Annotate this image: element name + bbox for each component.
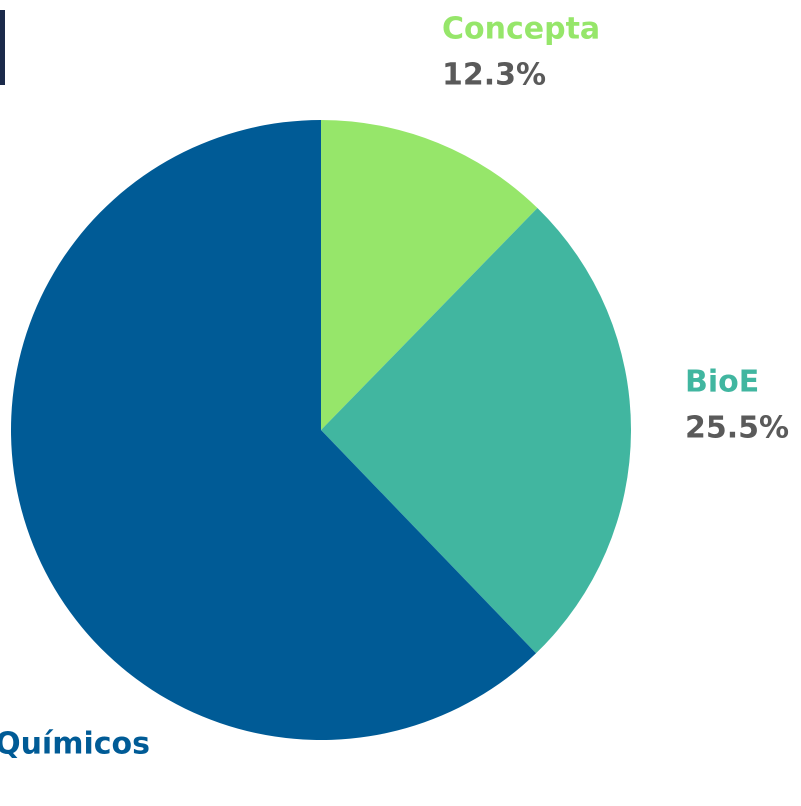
pie-slice [321,120,538,430]
edge-bar [0,10,5,85]
slice-label: Concepta [442,12,600,47]
slice-label: BioE [685,365,759,400]
slice-label: Químicos [0,727,150,762]
slice-value: 12.3% [442,58,546,93]
pie-slice [10,120,537,740]
slice-value: 25.5% [685,411,789,446]
pie-slice [321,208,631,654]
